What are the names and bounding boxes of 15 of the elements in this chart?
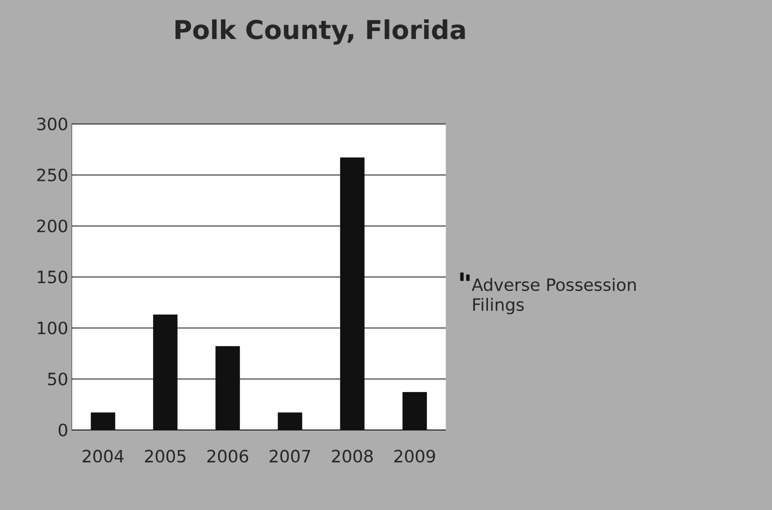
- x-tick-label: 2005: [145, 450, 186, 463]
- y-tick-label: 250: [37, 168, 68, 182]
- y-tick-label: 150: [38, 270, 68, 284]
- x-tick-label: 2007: [270, 450, 310, 463]
- x-tick-label: 2008: [332, 450, 373, 463]
- y-tick-label: 300: [37, 118, 68, 130]
- y-tick-label: 50: [48, 372, 68, 386]
- y-tick-label: 100: [38, 322, 68, 334]
- x-tick-label: 2004: [82, 450, 124, 463]
- x-tick-label: 2009: [394, 450, 436, 463]
- y-tick-label: 0: [58, 424, 68, 436]
- legend-label: Adverse Possession Filings: [472, 278, 636, 314]
- x-tick-label: 2006: [207, 450, 248, 463]
- y-tick-label: 200: [37, 220, 68, 232]
- chart-title: Polk County, Florida: [176, 19, 465, 45]
